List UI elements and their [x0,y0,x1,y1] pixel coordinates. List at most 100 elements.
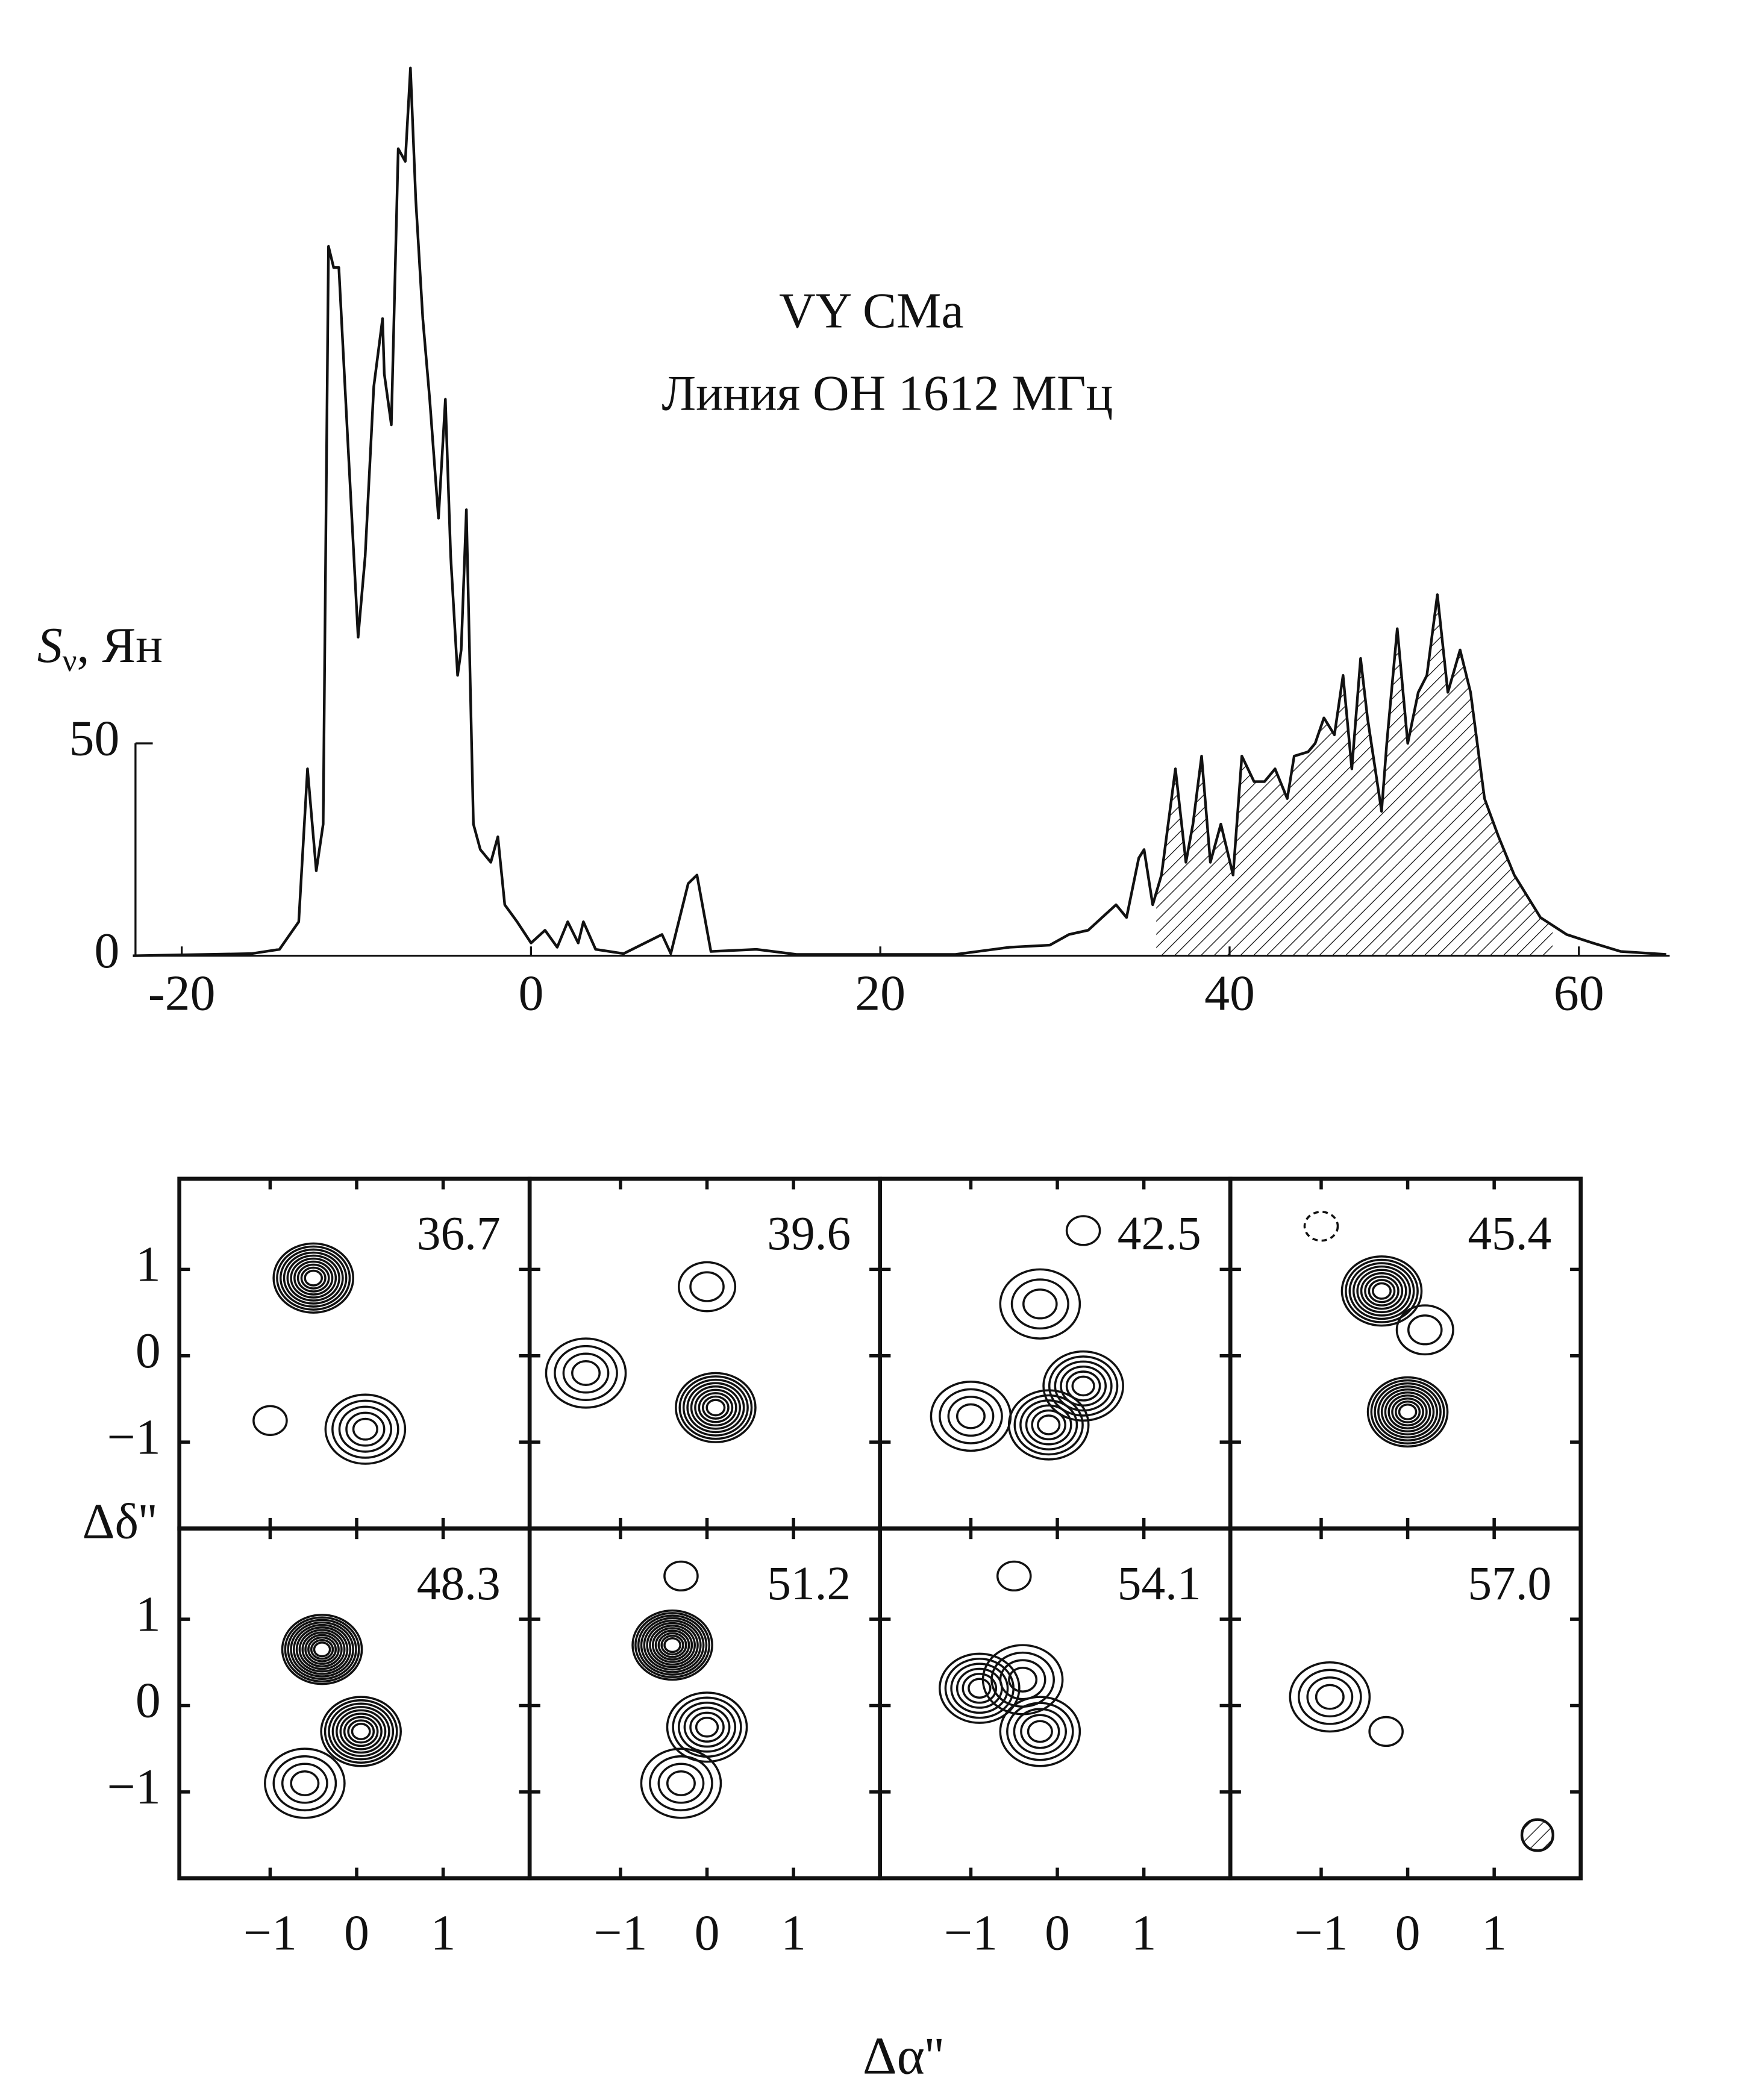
contour [1048,1355,1119,1417]
contour [304,1634,340,1665]
contour-source [999,1696,1081,1767]
contour [996,1560,1032,1592]
contour [999,1696,1081,1767]
x-tick-label: −1 [593,1905,647,1961]
x-tick-label: 1 [1481,1905,1507,1961]
contour [338,1405,393,1453]
contour-source [981,1644,1064,1716]
contour [295,1626,349,1673]
contour [1031,1409,1066,1441]
contour [1065,1370,1101,1402]
contour [343,1716,379,1747]
contour [631,1609,713,1681]
contour-source [930,1381,1012,1452]
contour [290,1770,320,1796]
contour [657,1632,687,1658]
contour [686,1382,745,1434]
contour [298,1629,346,1670]
contour [690,1385,742,1430]
contour [331,1706,390,1757]
contour [351,1722,371,1740]
contour [272,1242,355,1314]
beam [1520,1818,1554,1852]
contour [1370,1379,1445,1445]
panel-label: 42.5 [1118,1207,1201,1260]
contour [705,1399,726,1417]
contour [1010,1278,1069,1330]
contour-source [631,1609,713,1681]
x-tick-label: 1 [431,1905,456,1961]
x-axis-label: Δα'' [863,2027,944,2086]
contour [296,1263,330,1293]
panel-label: 57.0 [1468,1557,1551,1610]
x-tick-label: −1 [243,1905,297,1961]
y-tick-label: 0 [95,923,120,979]
contour [293,1623,352,1675]
x-tick-label: 0 [1045,1905,1070,1961]
x-tick-label: 0 [1395,1905,1421,1961]
panel-label: 54.1 [1118,1557,1201,1610]
contour-source [252,1405,288,1436]
contour [1340,1255,1423,1327]
y-tick-label: 50 [69,710,120,766]
contour [293,1260,334,1296]
contour [1025,1404,1072,1446]
contour [968,1678,992,1699]
contour [1352,1265,1412,1317]
contour [1395,1304,1454,1356]
contour [950,1663,1009,1714]
x-tick-label: −1 [1294,1905,1348,1961]
contour [352,1417,378,1441]
contour [281,1763,328,1804]
contour [990,1651,1055,1708]
hatched-area [1156,595,1553,956]
contour [310,1638,334,1660]
contour-source [663,1560,699,1592]
contour [1380,1388,1435,1436]
contour [694,1388,737,1427]
contour [677,1261,737,1313]
y-tick-label: −1 [107,1759,161,1815]
contour [646,1622,699,1669]
contour [1391,1397,1424,1426]
contour [307,1636,337,1663]
contour [562,1352,610,1394]
contour [1297,1669,1362,1725]
contour-source [272,1242,355,1314]
contour [286,1254,340,1302]
y-tick-label: 0 [136,1673,161,1729]
x-tick-label: 0 [518,965,543,1021]
contour [637,1614,708,1676]
contour [654,1629,690,1661]
chart-subtitle: Линия OH 1612 МГц [661,365,1113,421]
contour [651,1627,693,1663]
contour [1008,1666,1038,1693]
contour [339,1713,383,1750]
contour [1345,1258,1419,1323]
contour [284,1616,360,1683]
contour-source [1366,1376,1449,1448]
contour [1020,1714,1060,1749]
contour [554,1344,618,1402]
panel-label: 36.7 [417,1207,501,1260]
contour [1398,1404,1418,1420]
x-tick-label: 60 [1554,965,1604,1021]
contour [1374,1382,1442,1442]
y-label-subscript: ν [63,643,77,678]
spectrum-line [133,66,1666,957]
contour [1407,1314,1443,1346]
contour [643,1619,702,1671]
x-tick-label: 1 [781,1905,806,1961]
contour [1377,1385,1439,1439]
contour [1042,1350,1124,1422]
contour [345,1411,386,1447]
contour [649,1625,696,1666]
contour [1289,1661,1371,1733]
contour [947,1396,995,1437]
contour [683,1706,731,1748]
contour [1071,1375,1095,1397]
contour [698,1392,734,1423]
contour [702,1395,730,1420]
contour [939,1652,1021,1724]
